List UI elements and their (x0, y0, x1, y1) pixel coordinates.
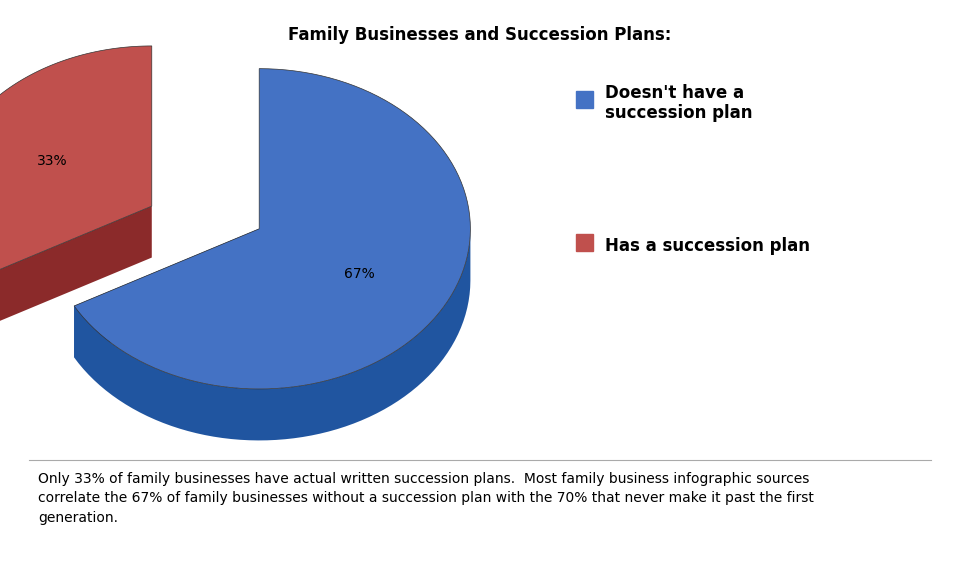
Bar (576, 91, 593, 108)
Bar (576, 234, 593, 251)
Polygon shape (0, 46, 152, 283)
Polygon shape (74, 229, 470, 440)
Polygon shape (74, 229, 259, 358)
Text: Doesn't have a
succession plan: Doesn't have a succession plan (605, 84, 753, 122)
Text: 67%: 67% (344, 267, 374, 281)
Polygon shape (0, 206, 152, 335)
Text: Family Businesses and Succession Plans:: Family Businesses and Succession Plans: (288, 26, 672, 43)
Text: Only 33% of family businesses have actual written succession plans.  Most family: Only 33% of family businesses have actua… (38, 472, 814, 525)
Text: 33%: 33% (36, 154, 67, 168)
Polygon shape (74, 69, 470, 389)
Text: Has a succession plan: Has a succession plan (605, 237, 810, 255)
